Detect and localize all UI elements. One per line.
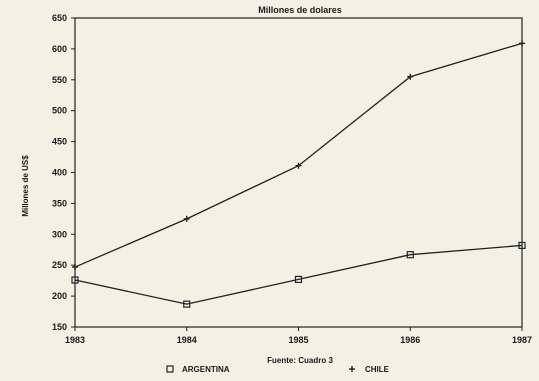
x-axis-ticks: 1983 1984 1985 1986 1987 <box>65 327 532 345</box>
series-argentina <box>71 241 526 308</box>
y-tick-label: 300 <box>52 229 67 239</box>
y-tick-label: 400 <box>52 168 67 178</box>
data-point-argentina <box>406 251 414 259</box>
data-point-argentina <box>183 300 191 308</box>
series-line-argentina <box>74 244 523 305</box>
y-tick-label: 350 <box>52 198 67 208</box>
legend: ARGENTINA CHILE <box>166 365 390 374</box>
y-tick-label: 250 <box>52 260 67 270</box>
legend-marker-chile <box>349 366 355 372</box>
series-line-chile <box>74 42 523 268</box>
x-tick-label: 1986 <box>400 335 420 345</box>
x-tick-label: 1983 <box>65 335 85 345</box>
legend-label-chile: CHILE <box>365 365 390 374</box>
legend-item-chile: CHILE <box>349 365 390 374</box>
y-tick-label: 650 <box>52 13 67 23</box>
legend-item-argentina: ARGENTINA <box>166 365 230 374</box>
y-axis-ticks: 150 200 250 300 350 400 450 500 550 600 650 <box>52 13 75 332</box>
x-tick-label: 1985 <box>288 335 308 345</box>
data-point-argentina <box>294 275 303 284</box>
data-point-chile <box>183 215 190 222</box>
y-tick-label: 550 <box>52 75 67 85</box>
data-point-argentina <box>518 241 526 250</box>
data-point-chile <box>407 73 414 80</box>
legend-label-argentina: ARGENTINA <box>182 365 230 374</box>
chart-title: Millones de dolares <box>258 5 342 15</box>
data-point-chile <box>519 40 525 47</box>
data-point-chile <box>72 264 78 271</box>
x-tick-label: 1984 <box>177 335 197 345</box>
y-axis-title: Millones de US$ <box>21 155 30 217</box>
source-note: Fuente: Cuadro 3 <box>267 356 333 365</box>
plot-border <box>74 17 523 328</box>
y-tick-label: 600 <box>52 44 67 54</box>
legend-marker-argentina <box>166 365 174 373</box>
series-layer <box>71 40 526 308</box>
y-tick-label: 450 <box>52 137 67 147</box>
data-point-chile <box>295 162 302 169</box>
plot-frame <box>74 17 523 328</box>
series-chile <box>72 40 525 271</box>
y-tick-label: 500 <box>52 106 67 116</box>
y-tick-label: 200 <box>52 291 67 301</box>
data-point-argentina <box>71 276 79 284</box>
y-tick-label: 150 <box>52 322 67 332</box>
x-tick-label: 1987 <box>512 335 532 345</box>
